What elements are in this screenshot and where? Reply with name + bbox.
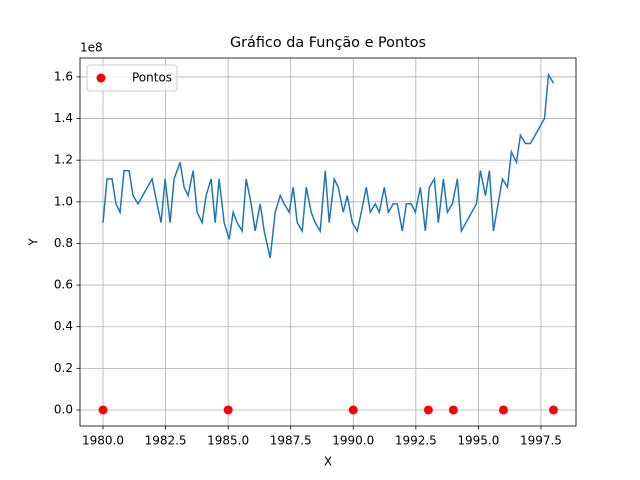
x-tick-label: 1995.0 [457,434,499,448]
y-tick-label: 0.2 [54,361,73,375]
scatter-point [548,405,558,415]
scatter-point [448,405,458,415]
y-tick-label: 1.4 [54,111,73,125]
y-axis-label: Y [27,238,41,247]
legend-marker [96,73,106,83]
y-tick-label: 0.4 [54,319,73,333]
scatter-point [98,405,108,415]
scatter-point [423,405,433,415]
y-offset-label: 1e8 [80,41,103,55]
legend-box [86,64,178,92]
x-tick-label: 1990.0 [332,434,374,448]
scatter-point [348,405,358,415]
chart-title: Gráfico da Função e Pontos [230,35,426,51]
x-tick-label: 1997.5 [520,434,562,448]
x-tick-label: 1992.5 [395,434,437,448]
legend-label: Pontos [132,71,172,85]
scatter-point [223,405,233,415]
data-line [102,72,555,259]
plot-frame [79,57,577,427]
y-tick-label: 0.0 [54,402,73,416]
y-tick-label: 0.8 [54,236,73,250]
y-tick-label: 1.0 [54,194,73,208]
x-tick-label: 1987.5 [270,434,312,448]
scatter-point [498,405,508,415]
y-tick-label: 1.6 [54,69,73,83]
y-tick-label: 1.2 [54,153,73,167]
x-axis-label: X [324,455,332,469]
x-tick-label: 1985.0 [207,434,249,448]
y-tick-label: 0.6 [54,278,73,292]
x-tick-label: 1982.5 [145,434,187,448]
x-tick-label: 1980.0 [82,434,124,448]
